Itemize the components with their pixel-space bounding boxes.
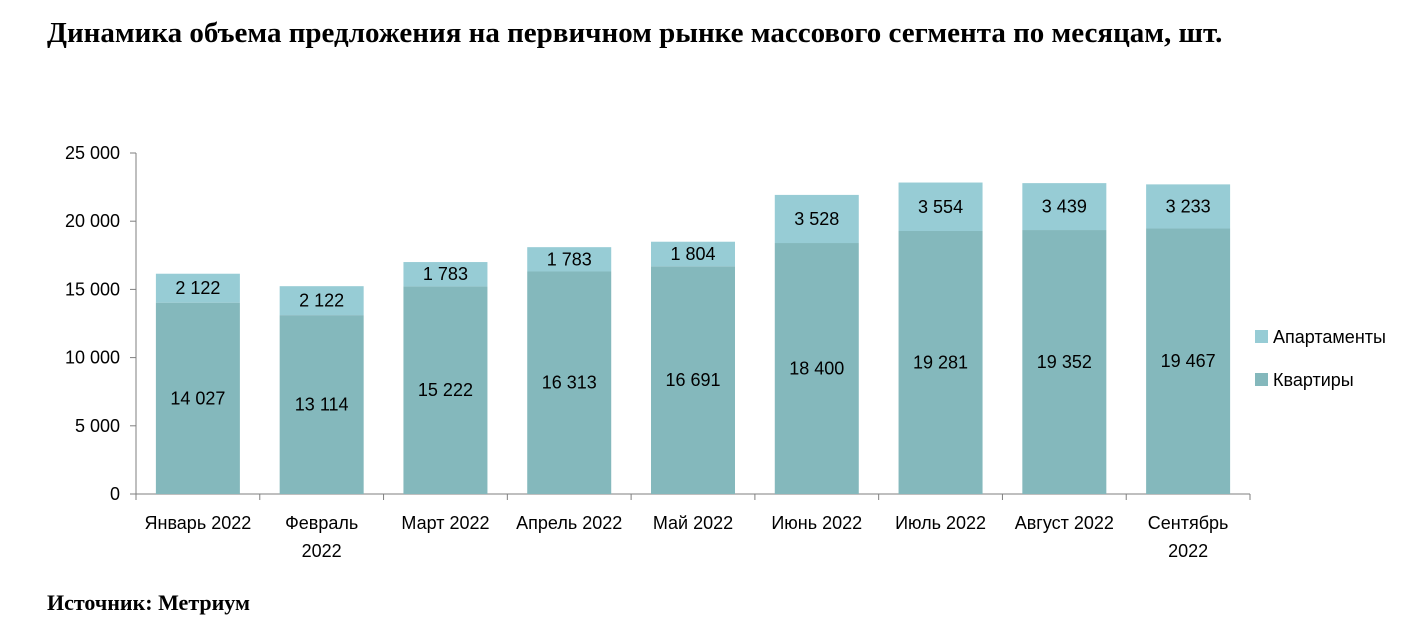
legend-swatch-apartamenty [1255,330,1268,343]
data-label-kvartiry: 18 400 [789,359,844,379]
x-tick-label: Июль 2022 [895,513,986,533]
bar-apartamenty [898,182,983,232]
bar-apartamenty [1146,184,1231,229]
x-tick-label: Август 2022 [1015,513,1114,533]
bar-apartamenty [279,286,364,316]
data-label-apartamenty: 1 804 [670,244,715,264]
bar-kvartiry [279,315,364,494]
data-label-kvartiry: 13 114 [295,395,349,415]
data-label-kvartiry: 16 313 [542,373,597,393]
bar-kvartiry [1022,230,1107,494]
bar-kvartiry [1146,228,1231,494]
bar-apartamenty [403,262,488,287]
data-label-kvartiry: 16 691 [665,370,720,390]
data-label-kvartiry: 19 467 [1161,351,1216,371]
bar-apartamenty [651,241,735,267]
x-tick-label: Апрель 2022 [516,513,622,533]
y-tick-label: 15 000 [65,279,120,299]
data-label-kvartiry: 19 352 [1037,352,1092,372]
bar-kvartiry [898,231,983,495]
data-label-apartamenty: 3 554 [918,197,963,217]
y-tick-label: 5 000 [75,416,120,436]
legend-label-apartamenty: Апартаменты [1273,327,1386,347]
data-label-apartamenty: 2 122 [299,291,344,311]
data-label-kvartiry: 19 281 [913,353,968,373]
legend-swatch-kvartiry [1255,373,1268,386]
data-label-apartamenty: 2 122 [175,278,220,298]
bar-kvartiry [403,286,488,494]
bar-kvartiry [527,271,612,494]
source-note: Источник: Метриум [47,590,251,615]
y-tick-label: 0 [110,484,120,504]
bar-apartamenty [527,247,612,272]
data-label-apartamenty: 3 233 [1166,196,1211,216]
bar-apartamenty [774,194,859,244]
y-tick-label: 10 000 [65,348,120,368]
x-tick-label: Июнь 2022 [771,513,862,533]
x-tick-label: Март 2022 [401,513,489,533]
legend-label-kvartiry: Квартиры [1273,370,1354,390]
x-tick-label: Февраль 2022 [285,513,358,561]
y-tick-label: 25 000 [65,143,120,163]
data-label-apartamenty: 3 528 [794,209,839,229]
chart-title: Динамика объема предложения на первичном… [47,17,1223,49]
bar-apartamenty [155,273,240,303]
x-tick-label: Май 2022 [653,513,733,533]
bar-kvartiry [651,266,735,494]
data-label-apartamenty: 1 783 [547,249,592,269]
data-label-apartamenty: 1 783 [423,264,468,284]
x-tick-label: Сентябрь 2022 [1148,513,1229,561]
bar-apartamenty [1022,183,1107,231]
data-label-kvartiry: 14 027 [170,388,225,408]
bar-kvartiry [155,302,240,494]
x-tick-label: Январь 2022 [145,513,252,533]
data-label-kvartiry: 15 222 [418,380,473,400]
y-tick-label: 20 000 [65,211,120,231]
data-label-apartamenty: 3 439 [1042,197,1087,217]
bar-kvartiry [774,243,859,494]
